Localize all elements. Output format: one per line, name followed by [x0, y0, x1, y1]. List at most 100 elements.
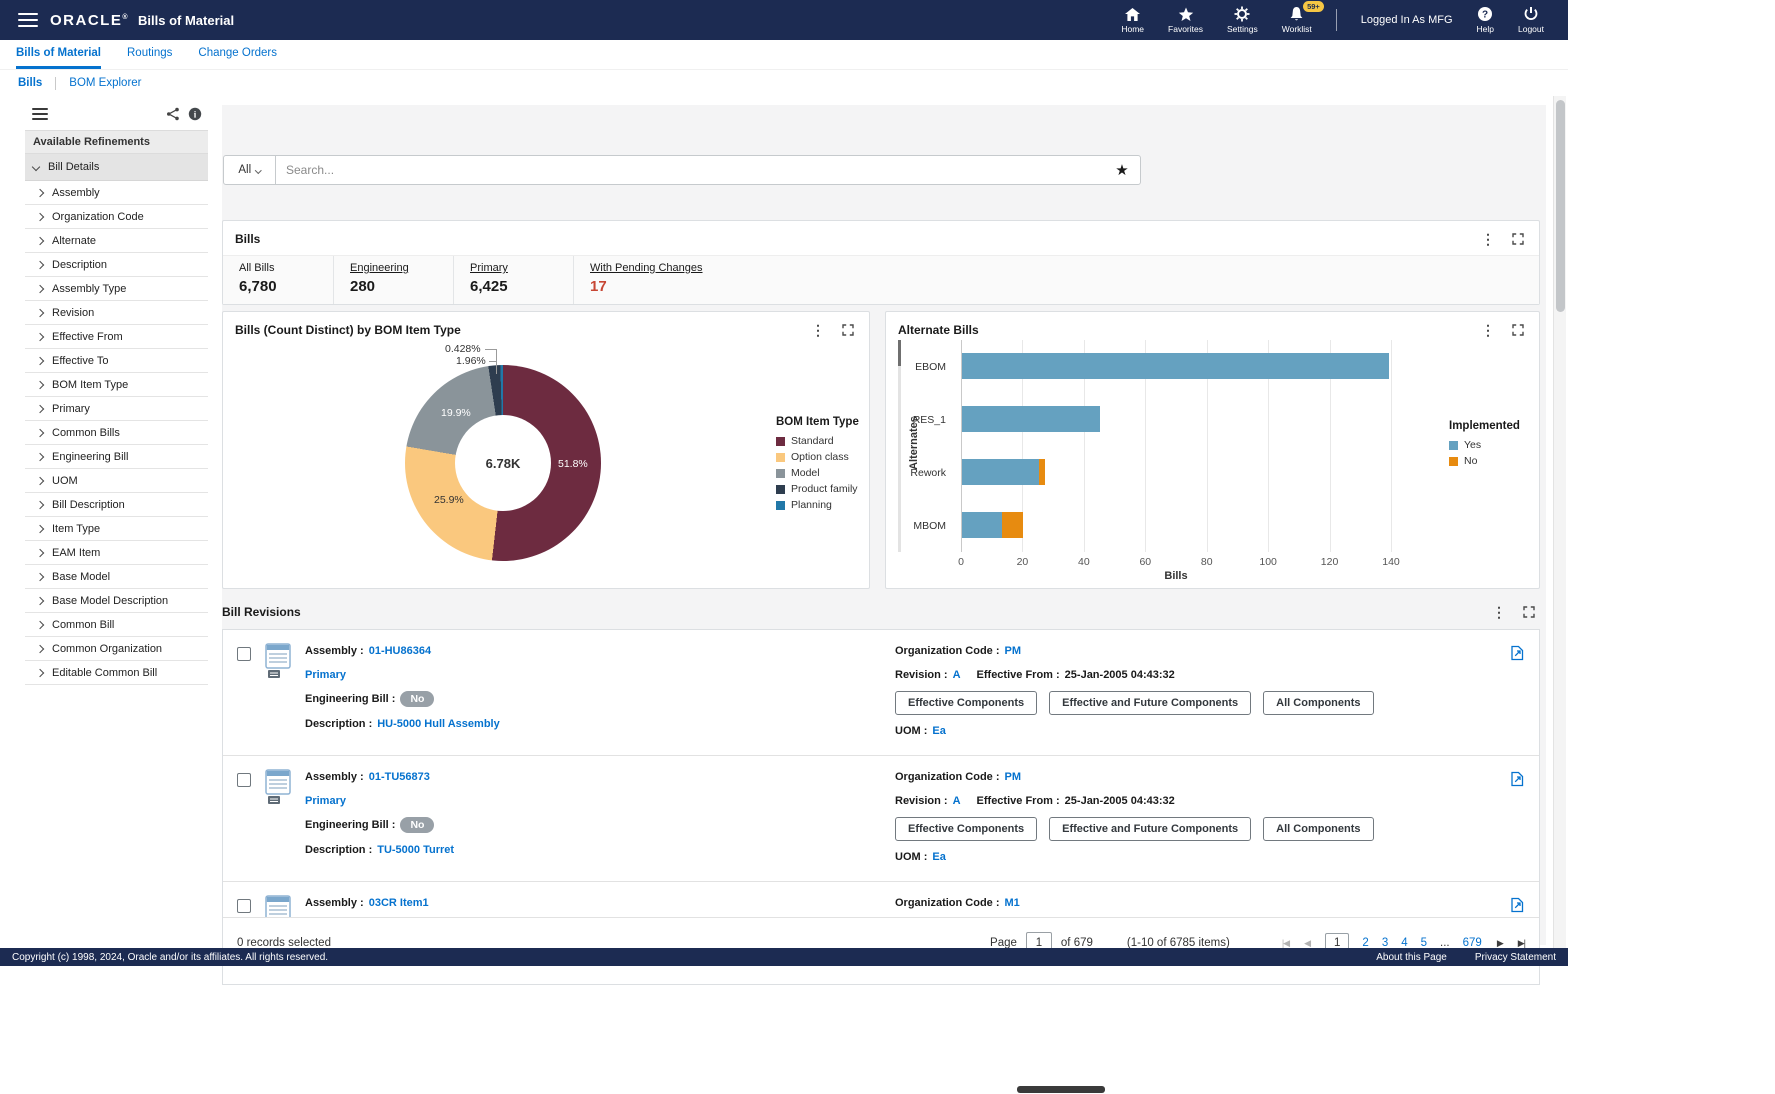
primary-link[interactable]: Primary: [305, 794, 346, 807]
tab-change-orders[interactable]: Change Orders: [198, 47, 278, 59]
pagination-page-3[interactable]: 3: [1381, 937, 1389, 949]
kebab-menu-icon[interactable]: ⋮: [811, 322, 825, 338]
nav-worklist[interactable]: 59+ Worklist: [1282, 1, 1324, 34]
vertical-scrollbar-thumb[interactable]: [1556, 100, 1565, 312]
refinement-item-uom[interactable]: UOM: [25, 469, 208, 493]
pagination-next-icon[interactable]: ▶: [1496, 937, 1504, 948]
kebab-menu-icon[interactable]: ⋮: [1481, 322, 1495, 338]
refinement-item-base-model-description[interactable]: Base Model Description: [25, 589, 208, 613]
all-components-button[interactable]: All Components: [1263, 817, 1374, 841]
refinement-item-common-organization[interactable]: Common Organization: [25, 637, 208, 661]
maximize-button[interactable]: [1507, 319, 1529, 341]
bar-mbom[interactable]: [962, 512, 1024, 538]
bar-ebom[interactable]: [962, 353, 1389, 379]
vertical-scrollbar[interactable]: [1553, 96, 1566, 948]
global-menu-icon[interactable]: [18, 13, 38, 27]
bar-segment-no[interactable]: [1001, 512, 1024, 538]
pagination-first-icon[interactable]: |◀: [1281, 937, 1290, 948]
metric-label[interactable]: Primary: [470, 262, 508, 274]
refinement-item-eam-item[interactable]: EAM Item: [25, 541, 208, 565]
refinement-item-bom-item-type[interactable]: BOM Item Type: [25, 373, 208, 397]
metric-label[interactable]: With Pending Changes: [590, 262, 703, 274]
refinement-item-base-model[interactable]: Base Model: [25, 565, 208, 589]
row-checkbox[interactable]: [237, 647, 251, 661]
refinement-item-primary[interactable]: Primary: [25, 397, 208, 421]
refinement-item-alternate[interactable]: Alternate: [25, 229, 208, 253]
bar-res-1[interactable]: [962, 406, 1101, 432]
bar-plot[interactable]: [961, 340, 1392, 552]
effective-components-button[interactable]: Effective Components: [895, 817, 1038, 841]
refinement-item-common-bill[interactable]: Common Bill: [25, 613, 208, 637]
refinement-item-description[interactable]: Description: [25, 253, 208, 277]
metric-label[interactable]: Engineering: [350, 262, 409, 274]
collapse-panel-button[interactable]: [29, 103, 51, 125]
primary-link[interactable]: Primary: [305, 668, 346, 681]
description-link[interactable]: HU-5000 Hull Assembly: [377, 717, 500, 730]
share-button[interactable]: [162, 103, 184, 125]
row-checkbox[interactable]: [237, 773, 251, 787]
maximize-button[interactable]: [837, 319, 859, 341]
nav-home[interactable]: Home: [1121, 7, 1144, 34]
info-button[interactable]: i: [184, 103, 206, 125]
maximize-button[interactable]: [1507, 228, 1529, 250]
pagination-page-679[interactable]: 679: [1462, 937, 1482, 949]
uom-link[interactable]: Ea: [932, 850, 946, 863]
search-scope-select[interactable]: All: [224, 156, 276, 184]
open-document-button[interactable]: [1497, 895, 1525, 917]
effective-components-button[interactable]: Effective Components: [895, 691, 1038, 715]
pagination-last-icon[interactable]: ▶|: [1517, 937, 1526, 948]
revision-link[interactable]: A: [952, 794, 961, 807]
kebab-menu-icon[interactable]: ⋮: [1481, 231, 1495, 247]
open-document-button[interactable]: [1497, 769, 1525, 873]
effective-and-future-components-button[interactable]: Effective and Future Components: [1049, 817, 1252, 841]
all-components-button[interactable]: All Components: [1263, 691, 1374, 715]
chart-scrollbar-thumb[interactable]: [898, 340, 901, 366]
description-link[interactable]: TU-5000 Turret: [377, 843, 455, 856]
pagination-page-2[interactable]: 2: [1362, 937, 1369, 949]
nav-settings[interactable]: Settings: [1227, 6, 1258, 34]
refinement-item-engineering-bill[interactable]: Engineering Bill: [25, 445, 208, 469]
maximize-button[interactable]: [1518, 601, 1540, 623]
pagination-page-4[interactable]: 4: [1401, 937, 1408, 949]
pagination-page-5[interactable]: 5: [1420, 937, 1428, 949]
nav-help[interactable]: ? Help: [1477, 6, 1494, 34]
organization-code-link[interactable]: PM: [1004, 644, 1022, 657]
organization-code-link[interactable]: PM: [1004, 770, 1022, 783]
subnav-bills[interactable]: Bills: [18, 77, 43, 89]
organization-code-link[interactable]: M1: [1004, 896, 1020, 909]
uom-link[interactable]: Ea: [932, 724, 946, 737]
chart-scrollbar[interactable]: [898, 340, 901, 552]
privacy-statement-link[interactable]: Privacy Statement: [1474, 951, 1556, 963]
refinement-item-revision[interactable]: Revision: [25, 301, 208, 325]
pagination-prev-icon[interactable]: ◀: [1304, 937, 1311, 948]
refinement-item-common-bills[interactable]: Common Bills: [25, 421, 208, 445]
refinement-item-effective-to[interactable]: Effective To: [25, 349, 208, 373]
refinement-group-bill-details[interactable]: Bill Details: [25, 154, 208, 181]
revision-link[interactable]: A: [952, 668, 961, 681]
search-input[interactable]: [276, 156, 1104, 184]
saved-search-star-button[interactable]: ★: [1104, 156, 1140, 184]
assembly-link[interactable]: 01-HU86364: [368, 644, 432, 657]
refinement-item-bill-description[interactable]: Bill Description: [25, 493, 208, 517]
about-page-link[interactable]: About this Page: [1376, 951, 1447, 963]
refinement-item-editable-common-bill[interactable]: Editable Common Bill: [25, 661, 208, 685]
tab-bills-of-material[interactable]: Bills of Material: [16, 40, 101, 69]
open-document-button[interactable]: [1497, 643, 1525, 747]
horizontal-scrollbar-thumb[interactable]: [1017, 1086, 1105, 1093]
assembly-link[interactable]: 01-TU56873: [368, 770, 430, 783]
tab-routings[interactable]: Routings: [127, 47, 173, 59]
refinement-item-effective-from[interactable]: Effective From: [25, 325, 208, 349]
refinement-item-assembly[interactable]: Assembly: [25, 181, 208, 205]
bar-segment-no[interactable]: [1038, 459, 1045, 485]
bar-segment-yes[interactable]: [962, 406, 1101, 432]
bar-segment-yes[interactable]: [962, 512, 1002, 538]
refinement-item-item-type[interactable]: Item Type: [25, 517, 208, 541]
nav-favorites[interactable]: Favorites: [1168, 7, 1203, 34]
refinement-item-organization-code[interactable]: Organization Code: [25, 205, 208, 229]
nav-logout[interactable]: Logout: [1518, 6, 1544, 34]
bar-rework[interactable]: [962, 459, 1045, 485]
refinement-item-assembly-type[interactable]: Assembly Type: [25, 277, 208, 301]
bar-segment-yes[interactable]: [962, 459, 1039, 485]
row-checkbox[interactable]: [237, 899, 251, 913]
assembly-link[interactable]: 03CR Item1: [368, 896, 429, 909]
